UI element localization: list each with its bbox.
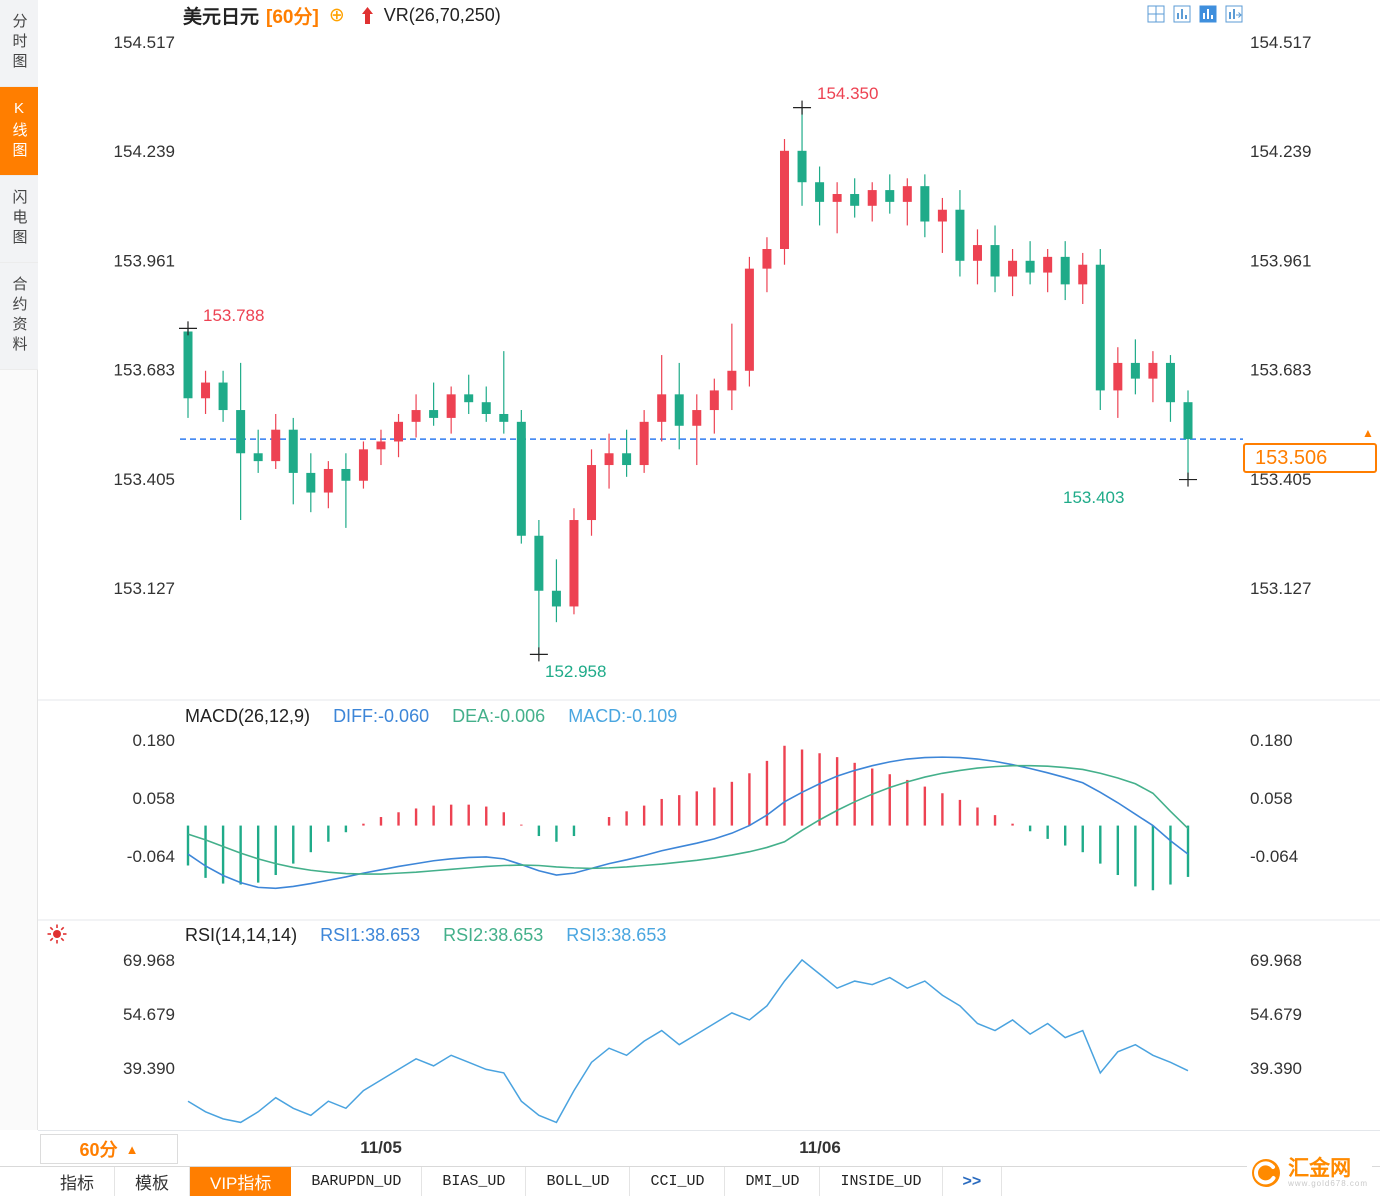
svg-text:154.239: 154.239	[114, 142, 175, 161]
candlestick-chart[interactable]: 154.517 154.517 154.239 154.239 153.961 153.9…	[38, 30, 1380, 1130]
macd-diff-value: DIFF:-0.060	[333, 706, 430, 726]
grid-layout-icon[interactable]	[1147, 5, 1165, 23]
annotation-low-2: 153.403	[1063, 488, 1125, 507]
chart-area[interactable]: 154.517 154.517 154.239 154.239 153.961 153.9…	[38, 30, 1380, 1130]
annotation-low-1: 152.958	[545, 662, 607, 681]
brand-logo-icon	[1252, 1159, 1281, 1188]
svg-text:153.683: 153.683	[114, 361, 175, 380]
svg-text:0.180: 0.180	[1250, 731, 1293, 750]
rsi3-value: RSI3:38.653	[566, 925, 667, 945]
svg-text:154.239: 154.239	[1250, 142, 1311, 161]
date-label-1106: 11/06	[799, 1138, 841, 1157]
annotation-high-1: 153.788	[203, 306, 265, 325]
rsi-header: RSI(14,14,14) RSI1:38.653 RSI2:38.653 RS…	[185, 925, 684, 946]
brand-url: www.gold678.com	[1288, 1179, 1368, 1189]
sidebar-tab-contract-info[interactable]: 合约资料	[0, 263, 38, 370]
chart-header: 美元日元 [60分] ⊕ VR(26,70,250)	[38, 0, 1380, 30]
date-label-1105: 11/05	[360, 1138, 402, 1157]
timeframe-label: [60分]	[266, 6, 319, 28]
time-axis: 60分 ▲ 11/05 11/06	[38, 1130, 1380, 1166]
bar-chart-icon[interactable]	[1173, 5, 1191, 23]
indicator-settings-icon[interactable]	[46, 923, 68, 945]
tab-barupdn-ud[interactable]: BARUPDN_UD	[291, 1167, 423, 1196]
macd-title: MACD(26,12,9)	[185, 706, 311, 726]
svg-text:54.679: 54.679	[1250, 1005, 1302, 1024]
indicator-tab-bar: 指标 模板 VIP指标 BARUPDN_UD BIAS_UD BOLL_UD C…	[0, 1166, 1380, 1196]
chart-forward-icon[interactable]	[1225, 5, 1243, 23]
svg-text:69.968: 69.968	[1250, 951, 1302, 970]
sidebar-tab-time-chart[interactable]: 分时图	[0, 0, 38, 87]
vr-indicator-label: VR(26,70,250)	[383, 4, 501, 25]
tab-cci-ud[interactable]: CCI_UD	[630, 1167, 726, 1196]
svg-text:39.390: 39.390	[1250, 1059, 1302, 1078]
macd-header: MACD(26,12,9) DIFF:-0.060 DEA:-0.006 MAC…	[185, 706, 695, 727]
svg-text:69.968: 69.968	[123, 951, 175, 970]
sidebar-tab-kline-chart[interactable]: K线图	[0, 87, 38, 176]
svg-text:153.127: 153.127	[114, 579, 175, 598]
current-price-tag: 153.506	[1243, 443, 1377, 473]
tab-dmi-ud[interactable]: DMI_UD	[725, 1167, 821, 1196]
timeframe-button[interactable]: 60分 ▲	[40, 1134, 178, 1164]
svg-text:154.517: 154.517	[114, 33, 175, 52]
sidebar: 分时图 K线图 闪电图 合约资料	[0, 0, 38, 1130]
tab-vip-indicators[interactable]: VIP指标	[190, 1167, 292, 1196]
layout-icons	[1147, 5, 1243, 23]
symbol-title: 美元日元	[183, 6, 260, 28]
price-marker-icon: ▲	[1362, 426, 1374, 440]
tab-bias-ud[interactable]: BIAS_UD	[422, 1167, 527, 1196]
svg-text:153.961: 153.961	[1250, 251, 1311, 270]
macd-macd-value: MACD:-0.109	[568, 706, 678, 726]
annotation-high-2: 154.350	[817, 84, 879, 103]
tab-inside-ud[interactable]: INSIDE_UD	[820, 1167, 943, 1196]
add-indicator-icon[interactable]: ⊕	[328, 4, 345, 26]
timeframe-text: 60分	[79, 1140, 118, 1160]
svg-text:153.405: 153.405	[114, 470, 175, 489]
svg-text:153.961: 153.961	[114, 251, 175, 270]
svg-text:-0.064: -0.064	[1250, 847, 1298, 866]
svg-text:0.180: 0.180	[132, 731, 175, 750]
caret-up-icon: ▲	[125, 1141, 139, 1157]
up-arrow-icon	[361, 6, 373, 24]
bar-chart-active-icon[interactable]	[1199, 5, 1217, 23]
svg-text:39.390: 39.390	[123, 1059, 175, 1078]
rsi1-value: RSI1:38.653	[320, 925, 421, 945]
svg-text:153.405: 153.405	[1250, 470, 1311, 489]
svg-text:153.127: 153.127	[1250, 579, 1311, 598]
svg-text:-0.064: -0.064	[127, 847, 175, 866]
tab-templates[interactable]: 模板	[115, 1167, 190, 1196]
brand-name: 汇金网	[1288, 1157, 1352, 1181]
svg-text:54.679: 54.679	[123, 1005, 175, 1024]
svg-text:0.058: 0.058	[132, 789, 175, 808]
tab-boll-ud[interactable]: BOLL_UD	[526, 1167, 631, 1196]
brand-logo: 汇金网 www.gold678.com	[1247, 1155, 1372, 1191]
rsi2-value: RSI2:38.653	[443, 925, 544, 945]
macd-dea-value: DEA:-0.006	[452, 706, 546, 726]
svg-text:154.517: 154.517	[1250, 33, 1311, 52]
rsi-title: RSI(14,14,14)	[185, 925, 298, 945]
sidebar-tab-lightning-chart[interactable]: 闪电图	[0, 176, 38, 263]
tab-indicators[interactable]: 指标	[40, 1167, 115, 1196]
svg-text:153.683: 153.683	[1250, 361, 1311, 380]
svg-text:0.058: 0.058	[1250, 789, 1293, 808]
more-indicators-button[interactable]: >>	[943, 1167, 1003, 1196]
